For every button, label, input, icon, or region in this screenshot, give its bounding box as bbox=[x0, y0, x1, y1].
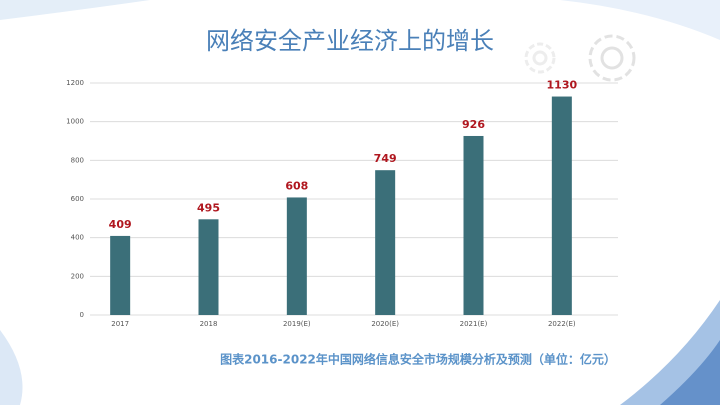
y-tick-label: 400 bbox=[71, 234, 84, 242]
y-tick-label: 1200 bbox=[66, 79, 84, 87]
x-tick-label: 2021(E) bbox=[460, 320, 488, 328]
y-tick-label: 1000 bbox=[66, 118, 84, 126]
data-label: 409 bbox=[109, 218, 132, 231]
bar bbox=[286, 197, 307, 315]
corner-wave bbox=[0, 330, 23, 405]
corner-wave bbox=[560, 0, 720, 40]
x-tick-label: 2017 bbox=[111, 320, 129, 328]
data-label: 608 bbox=[285, 179, 308, 192]
x-tick-label: 2022(E) bbox=[548, 320, 576, 328]
corner-wave bbox=[660, 340, 720, 405]
y-tick-label: 200 bbox=[71, 272, 84, 280]
x-tick-label: 2020(E) bbox=[371, 320, 399, 328]
y-tick-label: 800 bbox=[71, 156, 84, 164]
gear-icons bbox=[524, 34, 636, 82]
bar bbox=[375, 170, 396, 315]
caption: 图表2016-2022年中国网络信息安全市场规模分析及预测（单位：亿元） bbox=[220, 352, 616, 367]
bar bbox=[198, 219, 219, 315]
data-label: 495 bbox=[197, 201, 220, 214]
x-tick-label: 2018 bbox=[200, 320, 218, 328]
bar bbox=[551, 96, 572, 316]
x-tick-label: 2019(E) bbox=[283, 320, 311, 328]
bar bbox=[463, 135, 484, 315]
bar bbox=[110, 235, 131, 315]
chart-title: 网络安全产业经济上的增长 bbox=[206, 27, 494, 55]
y-tick-label: 0 bbox=[80, 311, 84, 319]
corner-wave bbox=[0, 0, 150, 20]
data-label: 749 bbox=[374, 152, 397, 165]
data-label: 1130 bbox=[547, 79, 578, 92]
data-label: 926 bbox=[462, 118, 485, 131]
y-tick-label: 600 bbox=[71, 195, 84, 203]
